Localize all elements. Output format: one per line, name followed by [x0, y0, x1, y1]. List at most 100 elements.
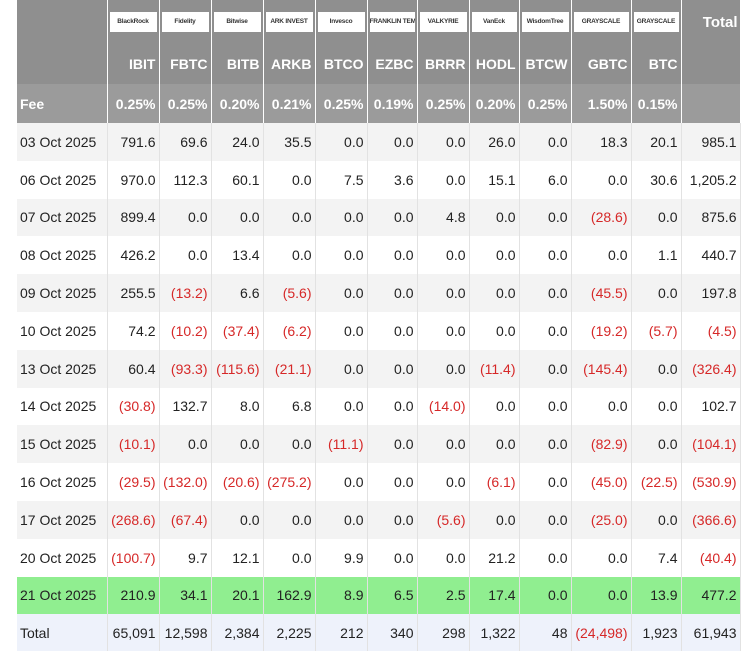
brand-cell: GRAYSCALE: [631, 0, 682, 44]
flow-value: (11.1): [315, 425, 368, 464]
flow-value: 0.0: [631, 425, 682, 464]
flow-value: 0.0: [519, 311, 572, 350]
fee: 0.25%: [107, 84, 160, 123]
flow-value: (21.1): [263, 349, 316, 388]
date: 17 Oct 2025: [17, 500, 108, 539]
flow-value: 6.6: [211, 274, 264, 312]
flow-value: 0.0: [571, 236, 632, 275]
data-row: 16 Oct 2025 (29.5) (132.0) (20.6) (275.2) 0.0…: [17, 463, 741, 501]
flow-value: (10.1): [107, 425, 160, 464]
flow-value: (132.0): [159, 463, 212, 501]
flow-value: 0.0: [469, 387, 520, 426]
flow-value: 18.3: [571, 123, 632, 161]
brand-logo: GRAYSCALE: [633, 12, 679, 32]
flow-value: 7.4: [631, 538, 682, 577]
total-header: Total: [681, 0, 741, 44]
date: 08 Oct 2025: [17, 236, 108, 275]
brand-cell: BlackRock: [107, 0, 160, 44]
flow-value: 9.9: [315, 538, 368, 577]
flow-value: 0.0: [315, 387, 368, 426]
ticker: BITB: [211, 44, 264, 84]
flow-value: 4.8: [417, 198, 470, 237]
flow-value: 440.7: [681, 236, 741, 275]
ticker: ARKB: [263, 44, 316, 84]
flow-value: 0.0: [631, 198, 682, 237]
flow-value: 0.0: [469, 274, 520, 312]
flow-value: 60.4: [107, 349, 160, 388]
flow-value: 426.2: [107, 236, 160, 275]
flow-value: 0.0: [417, 274, 470, 312]
flow-value: 0.0: [263, 538, 316, 577]
fee: 0.15%: [631, 84, 682, 123]
flow-value: 0.0: [367, 311, 418, 350]
flow-value: 74.2: [107, 311, 160, 350]
flow-value: (6.1): [469, 463, 520, 501]
ticker: BTCW: [519, 44, 572, 84]
flow-value: 24.0: [211, 123, 264, 161]
total-value: 12,598: [159, 614, 212, 652]
ticker: EZBC: [367, 44, 418, 84]
flow-value: 0.0: [263, 198, 316, 237]
flow-value: 477.2: [681, 576, 741, 615]
flow-value: 0.0: [571, 160, 632, 199]
flow-value: (6.2): [263, 311, 316, 350]
total-value: 48: [519, 614, 572, 652]
flow-value: 0.0: [315, 500, 368, 539]
flow-value: 34.1: [159, 576, 212, 615]
flow-value: 132.7: [159, 387, 212, 426]
ticker: BTC: [631, 44, 682, 84]
total-row: Total 65,091 12,598 2,384 2,225 212 340 298 1,32…: [17, 614, 741, 652]
flow-value: (5.6): [417, 500, 470, 539]
flow-value: (25.0): [571, 500, 632, 539]
flow-value: 0.0: [417, 538, 470, 577]
flow-value: 8.9: [315, 576, 368, 615]
flow-value: (5.6): [263, 274, 316, 312]
ticker-row: IBIT FBTC BITB ARKB BTCO EZBC BRRR HODL BTCW GBTC…: [17, 44, 741, 84]
total-value: (24,498): [571, 614, 632, 652]
flow-value: 112.3: [159, 160, 212, 199]
flow-value: (268.6): [107, 500, 160, 539]
flow-value: 3.6: [367, 160, 418, 199]
flow-value: 0.0: [367, 538, 418, 577]
date: 10 Oct 2025: [17, 311, 108, 350]
flow-value: 0.0: [367, 425, 418, 464]
fee: 0.25%: [417, 84, 470, 123]
brand-cell: Fidelity: [159, 0, 212, 44]
empty-cell: [681, 44, 741, 84]
flow-value: 12.1: [211, 538, 264, 577]
flow-value: 6.8: [263, 387, 316, 426]
fee: 0.25%: [315, 84, 368, 123]
flow-value: (13.2): [159, 274, 212, 312]
brand-logo: ARK INVEST: [265, 12, 313, 32]
flow-value: 102.7: [681, 387, 741, 426]
flow-value: 0.0: [315, 198, 368, 237]
flow-value: 0.0: [263, 236, 316, 275]
ticker: FBTC: [159, 44, 212, 84]
flow-value: 0.0: [367, 349, 418, 388]
brand-cell: GRAYSCALE: [571, 0, 632, 44]
data-row: 17 Oct 2025 (268.6) (67.4) 0.0 0.0 0.0 0.0 (5.6…: [17, 500, 741, 539]
total-value: 1,923: [631, 614, 682, 652]
date: 14 Oct 2025: [17, 387, 108, 426]
flow-value: 162.9: [263, 576, 316, 615]
flow-value: 60.1: [211, 160, 264, 199]
table-body: BlackRock Fidelity Bitwise ARK INVEST Invesc…: [17, 0, 741, 652]
flow-value: 0.0: [571, 387, 632, 426]
flow-value: 0.0: [417, 349, 470, 388]
flow-value: 0.0: [315, 349, 368, 388]
flow-value: 0.0: [211, 500, 264, 539]
flow-value: 0.0: [159, 198, 212, 237]
flow-value: 0.0: [519, 198, 572, 237]
logo-row: BlackRock Fidelity Bitwise ARK INVEST Invesc…: [17, 0, 741, 44]
flow-value: 210.9: [107, 576, 160, 615]
etf-flow-table: BlackRock Fidelity Bitwise ARK INVEST Invesc…: [17, 0, 741, 652]
date: 07 Oct 2025: [17, 198, 108, 237]
flow-value: 0.0: [631, 349, 682, 388]
total-value: 2,225: [263, 614, 316, 652]
flow-value: 0.0: [417, 123, 470, 161]
brand-cell: ARK INVEST: [263, 0, 316, 44]
flow-value: 0.0: [315, 463, 368, 501]
date: 13 Oct 2025: [17, 349, 108, 388]
flow-value: 0.0: [417, 311, 470, 350]
data-row: 03 Oct 2025 791.6 69.6 24.0 35.5 0.0 0.0 0.0 26.…: [17, 123, 741, 161]
